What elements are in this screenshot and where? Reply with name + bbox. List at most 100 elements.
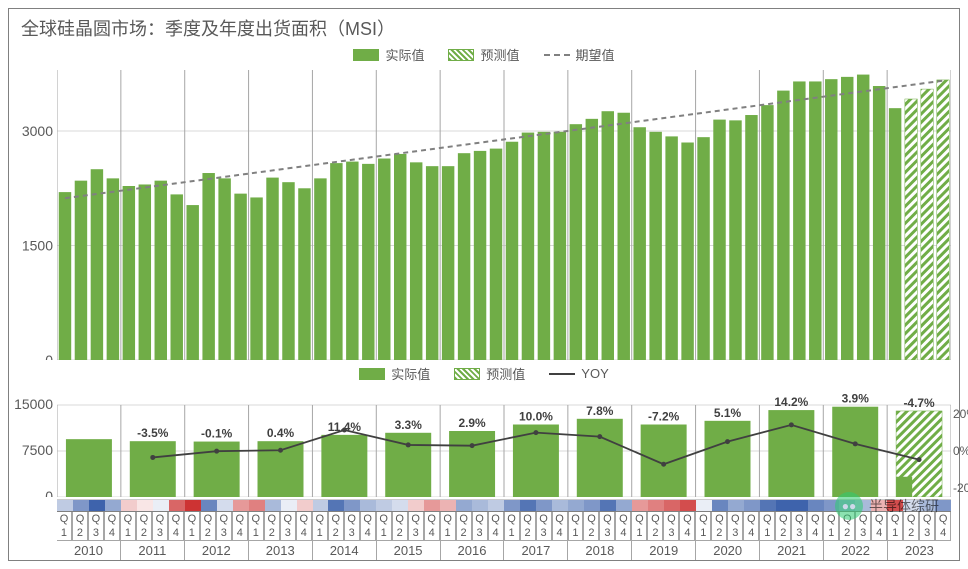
heat-cell <box>57 500 73 511</box>
chart-root: 全球硅晶圆市场：季度及年度出货面积（MSI） 实际值预测值期望值 0150030… <box>8 8 960 561</box>
quarter-label: Q <box>136 512 152 526</box>
quarter-num: 3 <box>663 526 679 540</box>
quarter-label: Q <box>536 512 552 526</box>
annual-bar <box>577 419 623 497</box>
yoy-label: 14.2% <box>774 395 808 409</box>
yoy-label: 2.9% <box>458 416 486 430</box>
quarterly-bar <box>123 186 135 360</box>
heat-cell <box>313 500 329 511</box>
heat-cell <box>536 500 552 511</box>
year-label: 2021 <box>759 540 823 560</box>
quarter-label: Q <box>711 512 727 526</box>
heat-cell <box>265 500 281 511</box>
quarter-num: 1 <box>631 526 647 540</box>
year-label: 2014 <box>312 540 376 560</box>
heat-cell <box>169 500 185 511</box>
quarterly-bar <box>91 169 103 360</box>
heat-cell <box>424 500 440 511</box>
quarter-num: 3 <box>536 526 552 540</box>
quarter-num: 3 <box>216 526 232 540</box>
quarterly-bar <box>713 120 725 360</box>
quarter-label: Q <box>57 512 72 526</box>
watermark: ●● 半导体综研 <box>835 492 939 520</box>
quarter-label: Q <box>663 512 679 526</box>
heat-cell <box>760 500 776 511</box>
quarterly-bar <box>298 188 310 360</box>
quarter-num: 4 <box>871 526 887 540</box>
yoy-label: -4.7% <box>903 396 935 410</box>
yoy-label: -7.2% <box>648 409 680 423</box>
quarter-num: 4 <box>424 526 440 540</box>
year-label: 2016 <box>440 540 504 560</box>
legend-item: 实际值 <box>359 364 430 383</box>
quarter-num: 4 <box>807 526 823 540</box>
quarter-num: 2 <box>903 526 919 540</box>
quarterly-bar <box>570 124 582 360</box>
quarterly-bar <box>889 108 901 360</box>
svg-text:-20%: -20% <box>953 481 968 495</box>
year-label: 2010 <box>57 540 120 560</box>
quarterly-bar <box>873 86 885 360</box>
quarter-label: Q <box>376 512 392 526</box>
quarter-label: Q <box>775 512 791 526</box>
quarterly-bar <box>665 136 677 360</box>
quarter-num: 2 <box>839 526 855 540</box>
quarter-num: 2 <box>328 526 344 540</box>
quarterly-bar <box>266 178 278 360</box>
quarter-num: 4 <box>552 526 568 540</box>
quarter-label: Q <box>504 512 520 526</box>
quarter-num: 2 <box>392 526 408 540</box>
heat-cell <box>632 500 648 511</box>
quarter-num: 3 <box>472 526 488 540</box>
quarterly-bar <box>442 166 454 360</box>
quarter-label: Q <box>280 512 296 526</box>
quarterly-bar <box>618 113 630 360</box>
yoy-label: 7.8% <box>586 404 614 418</box>
quarter-num: 1 <box>248 526 264 540</box>
heat-cell <box>233 500 249 511</box>
heat-cell <box>616 500 632 511</box>
quarter-num: 2 <box>456 526 472 540</box>
quarterly-bar <box>234 194 246 360</box>
quarter-num: 4 <box>360 526 376 540</box>
quarter-label: Q <box>807 512 823 526</box>
legend-item: 期望值 <box>544 45 615 64</box>
quarterly-bar <box>905 99 917 360</box>
quarter-num: 3 <box>344 526 360 540</box>
heat-cell <box>648 500 664 511</box>
quarterly-bar <box>139 184 151 360</box>
year-label: 2015 <box>376 540 440 560</box>
quarter-num: 3 <box>919 526 935 540</box>
quarter-label: Q <box>408 512 424 526</box>
quarter-label: Q <box>248 512 264 526</box>
quarterly-bar <box>330 163 342 360</box>
quarter-num: 1 <box>440 526 456 540</box>
quarterly-bar <box>59 192 71 360</box>
quarter-label: Q <box>615 512 631 526</box>
svg-text:0: 0 <box>45 352 53 360</box>
quarterly-bar <box>378 159 390 360</box>
quarterly-bar <box>250 197 262 360</box>
quarter-label: Q <box>152 512 168 526</box>
quarter-label: Q <box>695 512 711 526</box>
quarterly-bar <box>825 79 837 360</box>
quarter-num: 4 <box>488 526 504 540</box>
quarter-label: Q <box>232 512 248 526</box>
quarter-label: Q <box>360 512 376 526</box>
quarter-num: 4 <box>935 526 951 540</box>
quarter-label: Q <box>216 512 232 526</box>
quarter-label: Q <box>184 512 200 526</box>
quarterly-bar <box>729 120 741 360</box>
quarter-label: Q <box>631 512 647 526</box>
quarter-label: Q <box>88 512 104 526</box>
quarterly-bar <box>602 111 614 360</box>
quarterly-bar <box>282 182 294 360</box>
heat-cell <box>808 500 824 511</box>
quarter-num: 4 <box>679 526 695 540</box>
quarterly-bar <box>697 137 709 360</box>
quarterly-panel: 015003000 <box>57 70 951 360</box>
quarter-label: Q <box>599 512 615 526</box>
quarter-label: Q <box>168 512 184 526</box>
year-label: 2013 <box>248 540 312 560</box>
heat-strip <box>57 499 951 511</box>
